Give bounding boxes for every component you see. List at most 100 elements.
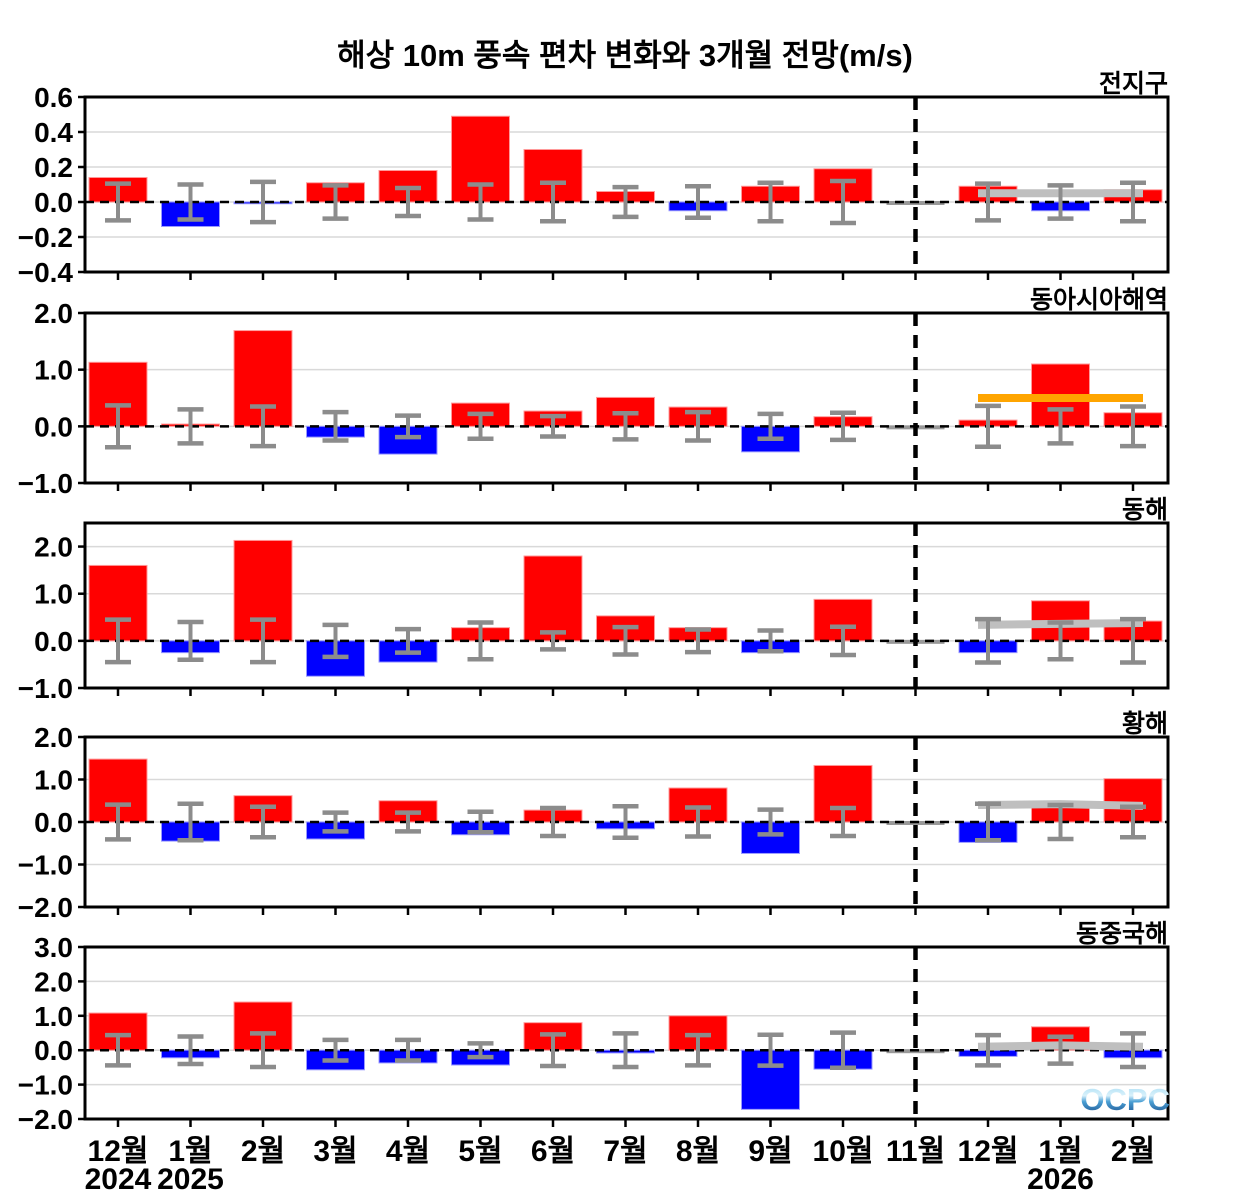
chart-title: 해상 10m 풍속 편차 변화와 3개월 전망(m/s) [337,38,913,73]
error-bar [540,180,566,224]
y-tick-label: 1.0 [34,1001,73,1032]
y-tick-label: −1.0 [18,850,73,881]
bar-positive [451,115,510,203]
error-bar [250,804,276,840]
chart-panel-east-sea: 2.0 1.0 0.0 −1.0 [18,521,1170,702]
error-bar [177,182,204,222]
error-bar [322,810,349,834]
error-bar [612,411,639,442]
error-bar [612,1031,639,1070]
error-bar [250,179,276,225]
error-bar [1120,804,1146,840]
y-tick-label: 3.0 [34,937,73,963]
x-month-label: 10월 [812,1135,874,1168]
error-bar [467,809,494,835]
error-bar [322,409,349,443]
panel-border [83,735,1170,909]
error-bar [1047,802,1074,842]
y-tick-label: −1.0 [18,673,73,702]
error-bar [612,804,639,840]
error-bar [757,628,784,654]
error-bar [467,411,494,442]
x-month-label: 12월 [957,1135,1019,1168]
x-month-label: 6월 [530,1135,576,1168]
error-bar [1120,1031,1146,1070]
error-bar [177,407,204,446]
error-bar [250,404,276,449]
x-month-label: 9월 [748,1135,793,1168]
chart-panel-east-asia-seas: 2.0 1.0 0.0 −1.0 [18,303,1170,497]
error-bar [975,403,1001,449]
error-bar [975,801,1001,843]
x-month-label: 4월 [385,1135,431,1168]
error-bar [612,184,639,220]
y-tick-label: 0.6 [34,87,73,113]
error-bar [830,410,856,443]
error-bar [830,805,856,839]
error-bar [757,1032,784,1068]
error-bar [830,178,856,226]
error-bar [105,1032,131,1068]
error-bar [177,801,204,843]
y-tick-label: 2.0 [34,966,73,997]
y-tick-label: 2.0 [34,303,73,329]
panel-title-east-asia-seas: 동아시아해역 [1029,286,1168,314]
y-tick-label: 0.0 [34,187,73,218]
panel-border [83,521,1170,690]
chart-panel-east-china-sea: 3.0 2.0 1.00.0 −1.0 −2.0 [18,937,1170,1133]
error-bar [757,180,784,224]
error-bar [540,630,566,652]
x-month-label: 7월 [603,1135,648,1168]
error-bar [322,622,349,660]
error-bar [250,617,276,665]
error-bar [975,616,1001,665]
y-tick-label: 1.0 [34,355,73,386]
x-year-label: 2024 [84,1163,152,1196]
error-bar [177,619,204,662]
y-tick-label: −0.4 [18,257,74,286]
ocpc-logo: OCPC [1080,1082,1170,1117]
error-bar [395,413,421,440]
x-month-label: 1월 [168,1135,213,1168]
error-bar [685,409,711,443]
panel-title-global: 전지구 [1098,70,1168,98]
y-tick-label: 1.0 [34,765,73,796]
error-bar [322,1037,349,1063]
panel-border [83,945,1170,1121]
y-tick-label: 0.0 [34,1035,73,1066]
error-bar [685,1032,711,1068]
error-bar [1047,1034,1074,1066]
panel-title-east-sea: 동해 [1121,496,1168,524]
error-bar [467,182,494,222]
x-year-label: 2025 [157,1163,224,1196]
error-bar [467,1041,494,1060]
x-month-label: 2월 [1110,1135,1156,1168]
y-tick-label: −1.0 [18,1070,73,1101]
y-tick-label: −2.0 [18,1104,73,1133]
error-bar [1120,616,1146,665]
error-bar [395,185,421,219]
x-year-label: 2026 [1027,1163,1094,1196]
error-bar [540,805,566,839]
x-month-label: 5월 [458,1135,503,1168]
error-bar [1047,620,1074,662]
error-bar [1047,183,1074,221]
y-tick-label: −1.0 [18,468,73,497]
y-tick-label: 1.0 [34,579,73,610]
chart-panel-global: 0.6 0.4 0.2 0.0 −0.2 −0.4 [18,87,1170,286]
y-tick-label: 0.0 [34,411,73,442]
error-bar [105,617,131,665]
error-bar [830,1030,856,1070]
error-bar [757,411,784,442]
x-month-label: 3월 [313,1135,358,1168]
error-bar [1120,404,1146,449]
y-tick-label: 2.0 [34,727,73,753]
error-bar [395,626,421,655]
x-month-label: 12월 [87,1135,149,1168]
error-bar [685,184,711,220]
error-bar [467,620,494,662]
error-bar [685,627,711,655]
y-tick-label: 0.0 [34,807,73,838]
bar-positive [523,555,583,642]
